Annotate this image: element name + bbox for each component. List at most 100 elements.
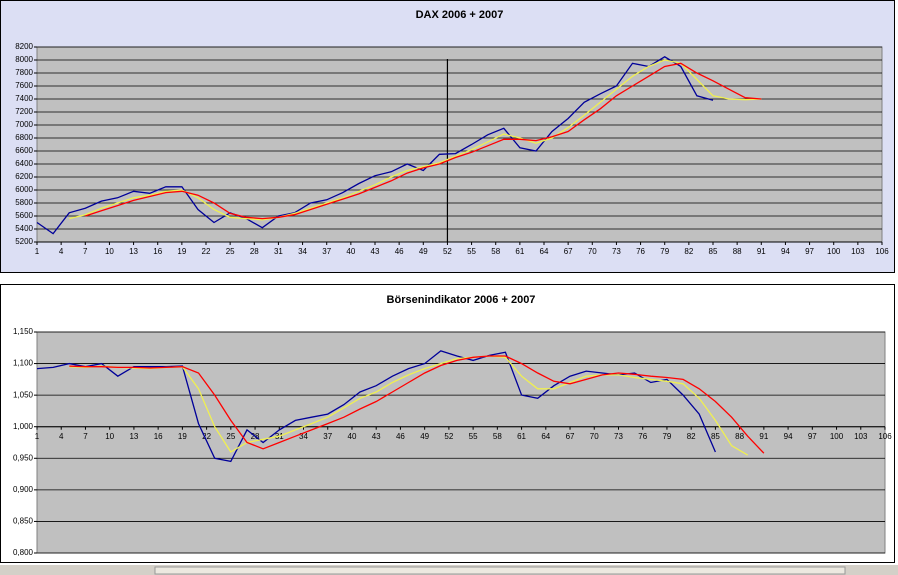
y-tick-label: 1,100 [13, 359, 34, 368]
x-tick-label: 70 [590, 432, 599, 441]
x-tick-label: 73 [612, 247, 621, 256]
y-tick-label: 6200 [15, 172, 33, 181]
y-tick-label: 6600 [15, 146, 33, 155]
x-tick-label: 85 [709, 247, 718, 256]
x-tick-label: 43 [371, 247, 380, 256]
x-tick-label: 76 [636, 247, 645, 256]
x-tick-label: 52 [444, 432, 453, 441]
y-tick-label: 8200 [15, 42, 33, 51]
x-tick-label: 13 [129, 432, 138, 441]
x-tick-label: 67 [564, 247, 573, 256]
y-tick-label: 6800 [15, 133, 33, 142]
y-tick-label: 7600 [15, 81, 33, 90]
y-tick-label: 5800 [15, 198, 33, 207]
x-tick-label: 94 [781, 247, 790, 256]
x-tick-label: 79 [662, 432, 671, 441]
x-tick-label: 37 [323, 432, 332, 441]
x-tick-label: 49 [419, 247, 428, 256]
x-tick-label: 82 [687, 432, 696, 441]
x-tick-label: 103 [851, 247, 865, 256]
x-tick-label: 82 [684, 247, 693, 256]
x-tick-label: 46 [396, 432, 405, 441]
y-tick-label: 0,850 [13, 517, 34, 526]
x-tick-label: 76 [638, 432, 647, 441]
x-tick-label: 64 [540, 247, 549, 256]
x-tick-label: 25 [226, 247, 235, 256]
y-tick-label: 7400 [15, 94, 33, 103]
x-tick-label: 40 [346, 247, 355, 256]
x-tick-label: 70 [588, 247, 597, 256]
x-tick-label: 67 [566, 432, 575, 441]
y-tick-label: 1,050 [13, 390, 34, 399]
x-tick-label: 37 [322, 247, 331, 256]
x-tick-label: 40 [348, 432, 357, 441]
y-tick-label: 1,150 [13, 327, 34, 336]
x-tick-label: 7 [83, 432, 88, 441]
x-tick-label: 52 [443, 247, 452, 256]
x-tick-label: 79 [660, 247, 669, 256]
plot-area [36, 46, 883, 243]
y-tick-label: 5400 [15, 224, 33, 233]
x-tick-label: 58 [493, 432, 502, 441]
x-tick-label: 19 [177, 247, 186, 256]
y-tick-label: 6000 [15, 185, 33, 194]
scroll-bar [154, 566, 846, 575]
chart-title: DAX 2006 + 2007 [416, 9, 504, 21]
series-line [36, 350, 716, 463]
series-line [36, 56, 714, 235]
x-tick-label: 1 [35, 247, 40, 256]
x-tick-label: 4 [59, 432, 64, 441]
x-tick-label: 94 [784, 432, 793, 441]
y-tick-label: 5200 [15, 237, 33, 246]
x-tick-label: 106 [875, 247, 889, 256]
x-tick-label: 64 [541, 432, 550, 441]
x-tick-label: 34 [298, 247, 307, 256]
x-tick-label: 103 [854, 432, 868, 441]
x-tick-label: 16 [153, 247, 162, 256]
x-tick-label: 13 [129, 247, 138, 256]
y-tick-label: 0,800 [13, 548, 34, 557]
x-tick-label: 31 [274, 247, 283, 256]
chart-title: Börsenindikator 2006 + 2007 [387, 294, 536, 306]
y-tick-label: 8000 [15, 55, 33, 64]
x-tick-label: 55 [469, 432, 478, 441]
y-tick-label: 7800 [15, 68, 33, 77]
x-tick-label: 73 [614, 432, 623, 441]
x-tick-label: 61 [517, 432, 526, 441]
x-tick-label: 22 [202, 247, 211, 256]
x-tick-label: 61 [515, 247, 524, 256]
x-tick-label: 10 [105, 432, 114, 441]
x-tick-label: 49 [420, 432, 429, 441]
y-tick-label: 0,900 [13, 485, 34, 494]
x-tick-label: 91 [757, 247, 766, 256]
x-tick-label: 7 [83, 247, 88, 256]
x-tick-label: 28 [250, 247, 259, 256]
series-line [69, 355, 765, 454]
x-tick-label: 10 [105, 247, 114, 256]
x-tick-label: 97 [805, 247, 814, 256]
x-tick-label: 4 [59, 247, 64, 256]
x-tick-label: 1 [35, 432, 40, 441]
series-line [85, 62, 762, 220]
y-tick-label: 0,950 [13, 453, 34, 462]
x-tick-label: 88 [733, 247, 742, 256]
y-tick-label: 6400 [15, 159, 33, 168]
x-tick-label: 19 [178, 432, 187, 441]
x-tick-label: 34 [299, 432, 308, 441]
y-tick-label: 7000 [15, 120, 33, 129]
x-tick-label: 106 [878, 432, 892, 441]
x-tick-label: 46 [395, 247, 404, 256]
x-tick-label: 16 [154, 432, 163, 441]
x-tick-label: 97 [808, 432, 817, 441]
x-tick-label: 85 [711, 432, 720, 441]
y-tick-label: 5600 [15, 211, 33, 220]
x-tick-label: 43 [372, 432, 381, 441]
x-tick-label: 91 [759, 432, 768, 441]
y-tick-label: 7200 [15, 107, 33, 116]
x-tick-label: 22 [202, 432, 211, 441]
x-tick-label: 55 [467, 247, 476, 256]
x-tick-label: 100 [827, 247, 841, 256]
x-tick-label: 58 [491, 247, 500, 256]
